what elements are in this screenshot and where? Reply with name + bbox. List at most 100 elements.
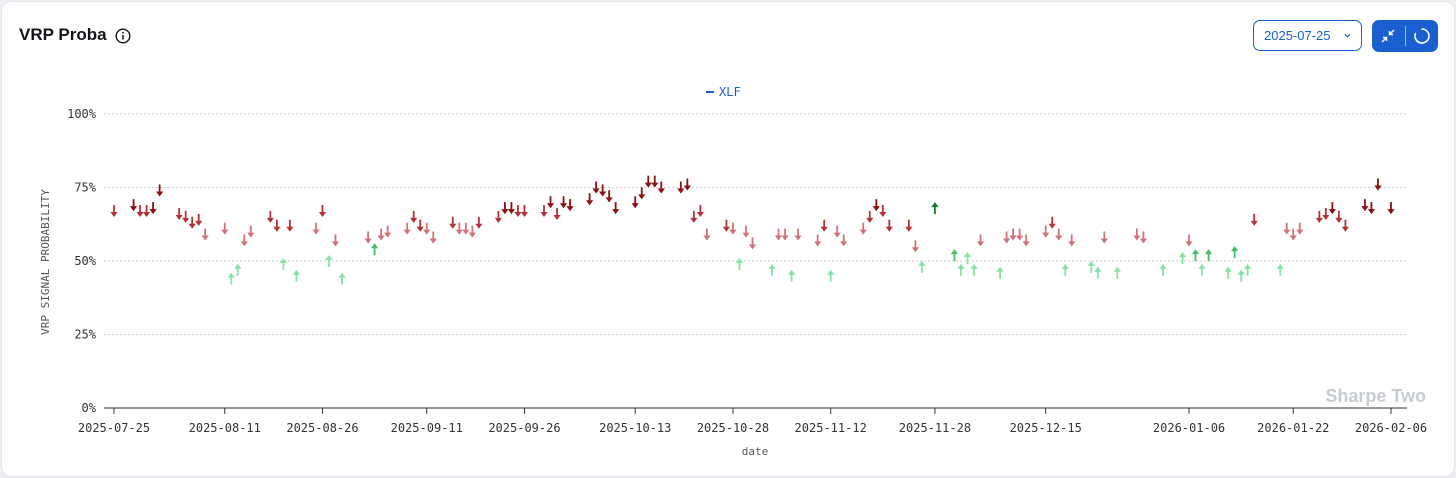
up-arrow-point[interactable] [1094, 266, 1102, 279]
down-arrow-point[interactable] [1328, 202, 1336, 215]
up-arrow-point[interactable] [279, 257, 287, 270]
down-arrow-point[interactable] [599, 184, 607, 197]
up-arrow-point[interactable] [1204, 249, 1213, 262]
down-arrow-point[interactable] [976, 234, 985, 247]
down-arrow-point[interactable] [182, 210, 190, 223]
down-arrow-point[interactable] [1185, 234, 1193, 247]
down-arrow-point[interactable] [631, 196, 639, 209]
down-arrow-point[interactable] [175, 207, 183, 220]
down-arrow-point[interactable] [507, 202, 516, 215]
up-arrow-point[interactable] [292, 269, 301, 282]
down-arrow-point[interactable] [1055, 228, 1063, 241]
down-arrow-point[interactable] [1016, 228, 1024, 241]
up-arrow-point[interactable] [1244, 263, 1252, 276]
down-arrow-point[interactable] [1315, 210, 1323, 223]
down-arrow-point[interactable] [136, 205, 144, 218]
down-arrow-point[interactable] [1100, 231, 1108, 244]
down-arrow-point[interactable] [866, 210, 874, 223]
down-arrow-point[interactable] [1068, 234, 1076, 247]
down-arrow-point[interactable] [1335, 210, 1343, 223]
down-arrow-point[interactable] [501, 202, 509, 215]
down-arrow-point[interactable] [266, 210, 274, 223]
down-arrow-point[interactable] [683, 178, 691, 191]
down-arrow-point[interactable] [794, 228, 802, 241]
refresh-button[interactable] [1405, 20, 1438, 52]
down-arrow-point[interactable] [644, 175, 652, 188]
down-arrow-point[interactable] [657, 181, 665, 194]
down-arrow-point[interactable] [403, 222, 411, 235]
down-arrow-point[interactable] [703, 228, 711, 241]
down-arrow-point[interactable] [364, 231, 372, 244]
up-arrow-point[interactable] [227, 272, 235, 285]
down-arrow-point[interactable] [429, 231, 437, 244]
down-arrow-point[interactable] [312, 222, 320, 235]
down-arrow-point[interactable] [416, 219, 424, 232]
down-arrow-point[interactable] [905, 219, 913, 232]
down-arrow-point[interactable] [840, 234, 848, 247]
down-arrow-point[interactable] [201, 228, 209, 241]
down-arrow-point[interactable] [475, 216, 483, 229]
down-arrow-point[interactable] [729, 222, 737, 235]
down-arrow-point[interactable] [748, 237, 757, 250]
down-arrow-point[interactable] [1361, 199, 1369, 212]
down-arrow-point[interactable] [1283, 222, 1291, 235]
up-arrow-point[interactable] [1224, 266, 1232, 279]
down-arrow-point[interactable] [318, 205, 327, 218]
down-arrow-point[interactable] [1048, 216, 1056, 229]
down-arrow-point[interactable] [129, 199, 138, 212]
down-arrow-point[interactable] [1367, 202, 1376, 215]
down-arrow-point[interactable] [110, 205, 118, 218]
up-arrow-point[interactable] [957, 263, 965, 276]
down-arrow-point[interactable] [612, 202, 620, 215]
down-arrow-point[interactable] [605, 190, 613, 203]
down-arrow-point[interactable] [195, 213, 203, 226]
down-arrow-point[interactable] [911, 240, 919, 253]
down-arrow-point[interactable] [814, 234, 822, 247]
down-arrow-point[interactable] [142, 205, 151, 218]
up-arrow-point[interactable] [1087, 260, 1095, 273]
down-arrow-point[interactable] [520, 205, 529, 218]
down-arrow-point[interactable] [1022, 234, 1030, 247]
down-arrow-point[interactable] [696, 205, 704, 218]
down-arrow-point[interactable] [774, 228, 783, 241]
down-arrow-point[interactable] [449, 216, 457, 229]
down-arrow-point[interactable] [273, 219, 281, 232]
down-arrow-point[interactable] [690, 210, 698, 223]
down-arrow-point[interactable] [494, 210, 503, 223]
up-arrow-point[interactable] [338, 272, 346, 285]
up-arrow-point[interactable] [768, 263, 776, 276]
up-arrow-point[interactable] [787, 269, 796, 282]
down-arrow-point[interactable] [331, 234, 340, 247]
down-arrow-point[interactable] [1002, 231, 1011, 244]
up-arrow-point[interactable] [1276, 263, 1284, 276]
down-arrow-point[interactable] [722, 219, 731, 232]
down-arrow-point[interactable] [1341, 219, 1349, 232]
down-arrow-point[interactable] [410, 210, 418, 223]
down-arrow-point[interactable] [1289, 228, 1297, 241]
down-arrow-point[interactable] [553, 207, 561, 220]
down-arrow-point[interactable] [188, 216, 196, 229]
down-arrow-point[interactable] [592, 181, 600, 194]
down-arrow-point[interactable] [879, 205, 887, 218]
up-arrow-point[interactable] [1231, 246, 1239, 259]
legend[interactable]: XLF [706, 85, 741, 99]
down-arrow-point[interactable] [833, 225, 841, 238]
down-arrow-point[interactable] [377, 228, 385, 241]
down-arrow-point[interactable] [586, 193, 594, 206]
down-arrow-point[interactable] [1296, 222, 1304, 235]
up-arrow-point[interactable] [827, 269, 835, 282]
down-arrow-point[interactable] [149, 202, 157, 215]
up-arrow-point[interactable] [970, 263, 978, 276]
down-arrow-point[interactable] [1250, 213, 1258, 226]
up-arrow-point[interactable] [1198, 263, 1206, 276]
up-arrow-point[interactable] [1159, 263, 1167, 276]
up-arrow-point[interactable] [325, 255, 333, 267]
down-arrow-point[interactable] [240, 234, 248, 247]
down-arrow-point[interactable] [651, 175, 659, 188]
up-arrow-point[interactable] [996, 266, 1004, 279]
info-icon[interactable] [115, 28, 131, 44]
down-arrow-point[interactable] [156, 184, 164, 197]
down-arrow-point[interactable] [885, 219, 893, 232]
down-arrow-point[interactable] [638, 187, 646, 200]
down-arrow-point[interactable] [872, 199, 880, 212]
